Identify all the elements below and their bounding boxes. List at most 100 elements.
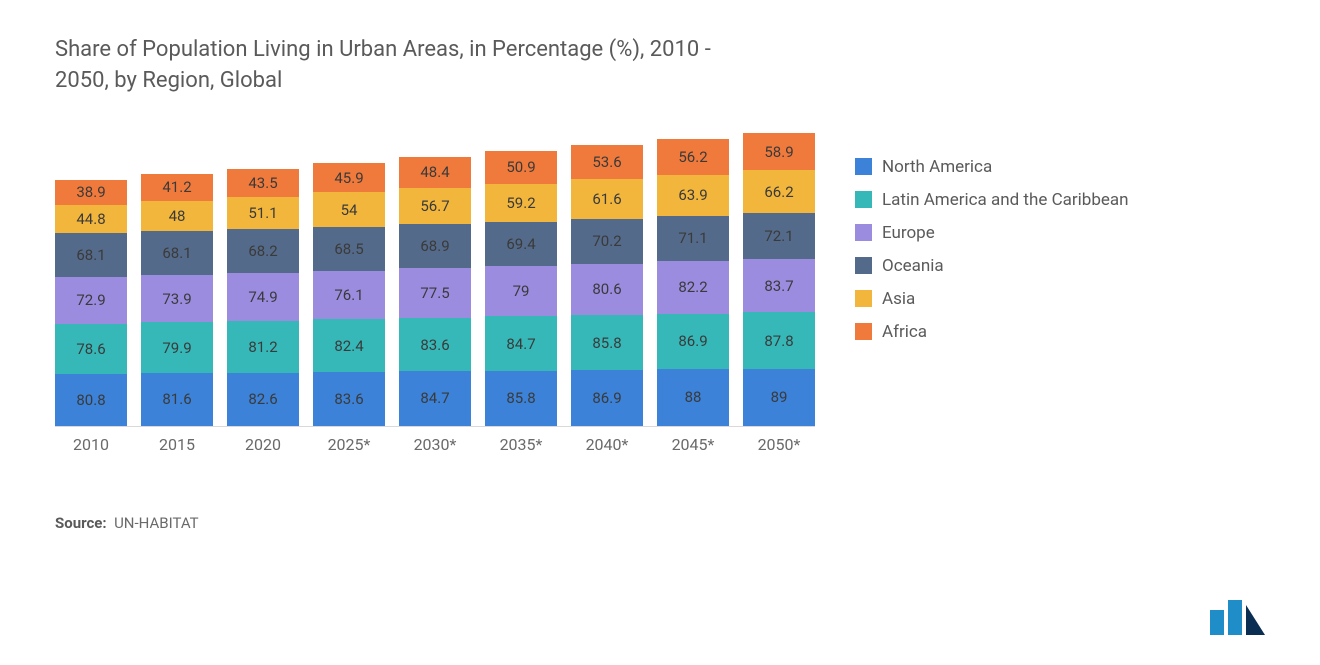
x-axis-label: 2030* bbox=[399, 435, 471, 454]
x-axis-label: 2015 bbox=[141, 435, 213, 454]
bar-segment: 72.9 bbox=[55, 277, 127, 324]
bar-segment: 56.2 bbox=[657, 139, 729, 175]
source-line: Source: UN-HABITAT bbox=[55, 514, 1265, 532]
bar-segment: 45.9 bbox=[313, 163, 385, 192]
bar-segment: 66.2 bbox=[743, 170, 815, 212]
brand-logo bbox=[1210, 600, 1265, 635]
bars-container: 80.878.672.968.144.838.981.679.973.968.1… bbox=[55, 127, 815, 427]
bar-column: 8987.883.772.166.258.9 bbox=[743, 133, 815, 426]
bar-segment: 63.9 bbox=[657, 175, 729, 216]
bar-segment: 87.8 bbox=[743, 312, 815, 368]
bar-segment: 82.4 bbox=[313, 319, 385, 372]
bar-segment: 59.2 bbox=[485, 184, 557, 222]
logo-bar-2 bbox=[1228, 600, 1242, 635]
bar-segment: 56.7 bbox=[399, 188, 471, 224]
legend-label: Europe bbox=[882, 223, 935, 243]
bar-segment: 38.9 bbox=[55, 180, 127, 205]
bar-segment: 48 bbox=[141, 201, 213, 232]
chart-area: 80.878.672.968.144.838.981.679.973.968.1… bbox=[55, 127, 815, 454]
legend-item: North America bbox=[855, 157, 1129, 177]
legend-item: Africa bbox=[855, 322, 1129, 342]
bar-segment: 58.9 bbox=[743, 133, 815, 171]
legend-label: Latin America and the Caribbean bbox=[882, 190, 1129, 210]
bar-column: 81.679.973.968.14841.2 bbox=[141, 174, 213, 425]
legend-item: Asia bbox=[855, 289, 1129, 309]
bar-segment: 86.9 bbox=[571, 370, 643, 426]
bar-segment: 54 bbox=[313, 192, 385, 227]
bar-segment: 73.9 bbox=[141, 275, 213, 322]
bar-segment: 68.2 bbox=[227, 229, 299, 273]
bar-segment: 61.6 bbox=[571, 179, 643, 218]
source-label: Source: bbox=[55, 514, 107, 532]
x-axis-label: 2025* bbox=[313, 435, 385, 454]
bar-segment: 80.8 bbox=[55, 374, 127, 426]
bar-segment: 79.9 bbox=[141, 322, 213, 373]
bar-column: 85.884.77969.459.250.9 bbox=[485, 151, 557, 426]
legend-label: Asia bbox=[882, 289, 915, 309]
logo-accent bbox=[1246, 605, 1265, 635]
bar-segment: 86.9 bbox=[657, 314, 729, 370]
bar-segment: 81.6 bbox=[141, 373, 213, 425]
bar-segment: 78.6 bbox=[55, 324, 127, 374]
x-axis-label: 2035* bbox=[485, 435, 557, 454]
legend-swatch bbox=[855, 290, 872, 307]
legend-item: Europe bbox=[855, 223, 1129, 243]
bar-segment: 44.8 bbox=[55, 205, 127, 234]
bar-segment: 83.6 bbox=[313, 372, 385, 426]
bar-segment: 89 bbox=[743, 369, 815, 426]
x-axis-label: 2020 bbox=[227, 435, 299, 454]
bar-column: 84.783.677.568.956.748.4 bbox=[399, 157, 471, 426]
logo-bar-1 bbox=[1210, 610, 1224, 635]
bar-segment: 68.9 bbox=[399, 224, 471, 268]
legend-item: Oceania bbox=[855, 256, 1129, 276]
bar-segment: 85.8 bbox=[571, 315, 643, 370]
bar-segment: 74.9 bbox=[227, 273, 299, 321]
legend: North America Latin America and the Carib… bbox=[855, 127, 1129, 342]
bar-segment: 85.8 bbox=[485, 371, 557, 426]
bar-segment: 83.6 bbox=[399, 318, 471, 372]
bar-segment: 43.5 bbox=[227, 169, 299, 197]
bar-segment: 76.1 bbox=[313, 271, 385, 320]
bar-segment: 50.9 bbox=[485, 151, 557, 184]
chart-title: Share of Population Living in Urban Area… bbox=[55, 35, 735, 97]
bar-segment: 70.2 bbox=[571, 219, 643, 264]
bar-column: 80.878.672.968.144.838.9 bbox=[55, 180, 127, 426]
bar-column: 86.985.880.670.261.653.6 bbox=[571, 145, 643, 426]
legend-swatch bbox=[855, 158, 872, 175]
bar-segment: 83.7 bbox=[743, 259, 815, 313]
x-axis-label: 2010 bbox=[55, 435, 127, 454]
bar-segment: 68.1 bbox=[55, 233, 127, 277]
legend-swatch bbox=[855, 323, 872, 340]
x-axis-label: 2045* bbox=[657, 435, 729, 454]
bar-segment: 84.7 bbox=[485, 316, 557, 370]
bar-segment: 68.1 bbox=[141, 231, 213, 275]
bar-segment: 84.7 bbox=[399, 371, 471, 425]
bar-segment: 41.2 bbox=[141, 174, 213, 200]
bar-column: 82.681.274.968.251.143.5 bbox=[227, 169, 299, 426]
legend-swatch bbox=[855, 191, 872, 208]
legend-label: Oceania bbox=[882, 256, 944, 276]
bar-segment: 71.1 bbox=[657, 216, 729, 262]
bar-segment: 77.5 bbox=[399, 268, 471, 318]
source-value: UN-HABITAT bbox=[114, 514, 199, 532]
bar-segment: 80.6 bbox=[571, 264, 643, 316]
bar-segment: 69.4 bbox=[485, 222, 557, 266]
bar-segment: 81.2 bbox=[227, 321, 299, 373]
x-axis: 2010 2015 2020 2025* 2030* 2035* 2040* 2045* 205… bbox=[55, 435, 815, 454]
x-axis-label: 2040* bbox=[571, 435, 643, 454]
legend-label: Africa bbox=[882, 322, 927, 342]
bar-segment: 68.5 bbox=[313, 227, 385, 271]
legend-label: North America bbox=[882, 157, 992, 177]
bar-segment: 82.2 bbox=[657, 261, 729, 314]
bar-segment: 48.4 bbox=[399, 157, 471, 188]
bar-segment: 79 bbox=[485, 266, 557, 317]
chart-wrap: 80.878.672.968.144.838.981.679.973.968.1… bbox=[55, 127, 1265, 454]
legend-swatch bbox=[855, 224, 872, 241]
bar-column: 83.682.476.168.55445.9 bbox=[313, 163, 385, 426]
bar-segment: 53.6 bbox=[571, 145, 643, 179]
bar-segment: 51.1 bbox=[227, 197, 299, 230]
bar-segment: 82.6 bbox=[227, 373, 299, 426]
x-axis-label: 2050* bbox=[743, 435, 815, 454]
legend-swatch bbox=[855, 257, 872, 274]
legend-item: Latin America and the Caribbean bbox=[855, 190, 1129, 210]
